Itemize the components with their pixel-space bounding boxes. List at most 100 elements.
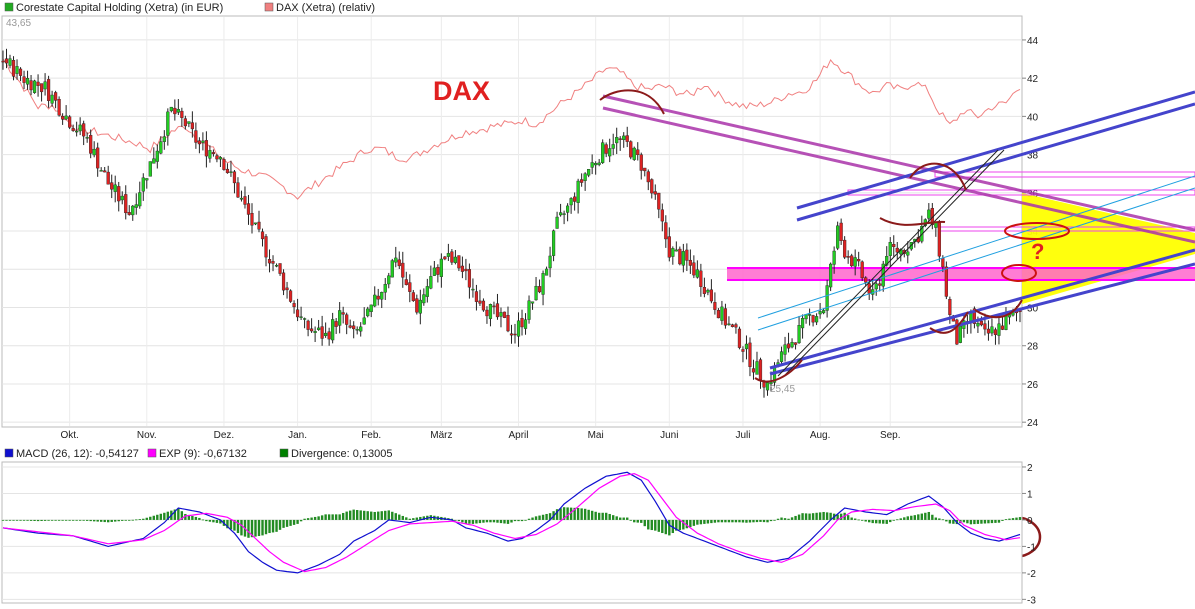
candle-body (317, 327, 321, 330)
divergence-bar (962, 519, 966, 523)
candle-body (786, 343, 791, 349)
blue-trendline-3 (769, 248, 1195, 370)
divergence-bar (853, 518, 857, 520)
candle-body (688, 259, 692, 266)
candle-body (25, 78, 30, 85)
divergence-bar (271, 519, 275, 533)
divergence-bar (201, 519, 205, 521)
candle-body (166, 111, 170, 136)
divergence-bar (471, 519, 475, 524)
divergence-bar (384, 510, 387, 520)
divergence-bar (40, 519, 43, 521)
candle-body (103, 170, 107, 173)
marking-arc-jul (879, 217, 946, 226)
candle-body (495, 303, 500, 318)
candle-body (348, 325, 352, 328)
divergence-bar (889, 519, 892, 523)
candle-body (345, 314, 349, 325)
candle-body (387, 275, 391, 285)
candle-body (99, 170, 103, 172)
divergence-bar (68, 519, 71, 521)
divergence-bar (759, 519, 762, 522)
candle-body (110, 182, 114, 190)
divergence-bar (215, 519, 219, 523)
divergence-bar (159, 513, 163, 520)
divergence-bar (366, 511, 369, 520)
candle-body (239, 197, 244, 200)
divergence-bar (12, 519, 15, 521)
candle-body (807, 314, 812, 316)
divergence-bar (966, 519, 969, 524)
divergence-bar (54, 519, 57, 521)
divergence-bar (917, 514, 920, 520)
divergence-bar (75, 519, 78, 521)
divergence-bar (99, 519, 103, 522)
divergence-bar (597, 512, 601, 520)
candle-body (818, 311, 822, 315)
divergence-bar (517, 519, 520, 522)
divergence-bar (338, 514, 341, 520)
candle-body (678, 248, 682, 265)
divergence-bar (626, 517, 629, 520)
marking-arc-aug (909, 162, 967, 191)
divergence-bar (454, 519, 457, 521)
candle-body (180, 110, 184, 118)
marking-arc-low2 (974, 299, 1023, 319)
candle-body (159, 141, 163, 154)
divergence-bar (664, 519, 668, 535)
divergence-bar (19, 519, 22, 521)
divergence-bar (121, 519, 124, 521)
divergence-bar (531, 517, 534, 520)
divergence-bar (976, 519, 980, 524)
divergence-bar (5, 519, 8, 521)
main-ytick-label: 38 (1027, 151, 1039, 162)
divergence-bar (268, 519, 271, 534)
divergence-bar (1001, 519, 1004, 521)
candle-body (57, 99, 61, 116)
candle-body (709, 289, 713, 302)
candle-body (299, 316, 303, 318)
candle-body (755, 361, 759, 375)
divergence-bar (1004, 519, 1008, 520)
divergence-bar (506, 519, 510, 524)
candle-body (895, 247, 899, 253)
divergence-bar (541, 514, 545, 520)
divergence-bar (96, 519, 99, 522)
divergence-bar (580, 508, 583, 520)
candle-body (748, 342, 752, 367)
blue-trendline-4 (769, 262, 1195, 376)
month-label: Okt. (60, 430, 78, 441)
marking-ellipse-30 (1001, 264, 1037, 282)
candle-body (68, 116, 72, 128)
divergence-bar (612, 515, 615, 520)
divergence-bar (948, 519, 952, 524)
candle-body (271, 261, 275, 264)
candle-body (829, 263, 833, 288)
candle-body (660, 209, 664, 222)
candle-body (601, 142, 605, 163)
candle-body (295, 309, 300, 318)
macd-line (2, 471, 1021, 574)
divergence-bar (864, 519, 867, 522)
divergence-bar (513, 519, 517, 522)
divergence-bar (173, 509, 177, 520)
divergence-bar (233, 519, 236, 531)
candle-body (523, 319, 528, 329)
exp-line (2, 472, 1021, 573)
candle-body (120, 195, 124, 201)
candle-body (765, 382, 770, 391)
candle-body (530, 301, 535, 304)
divergence-bar (163, 512, 166, 520)
divergence-bar (415, 517, 419, 520)
divergence-bar (997, 519, 1001, 523)
divergence-bar (713, 519, 717, 523)
main-ytick-label: 28 (1027, 342, 1039, 353)
divergence-bar (699, 519, 703, 525)
dax-line-path (2, 58, 1021, 200)
divergence-bar (401, 515, 404, 520)
candle-body (117, 186, 121, 202)
candle-body (225, 168, 230, 174)
candle-body (401, 262, 405, 278)
divergence-bar (485, 519, 489, 523)
candle-body (822, 310, 826, 314)
